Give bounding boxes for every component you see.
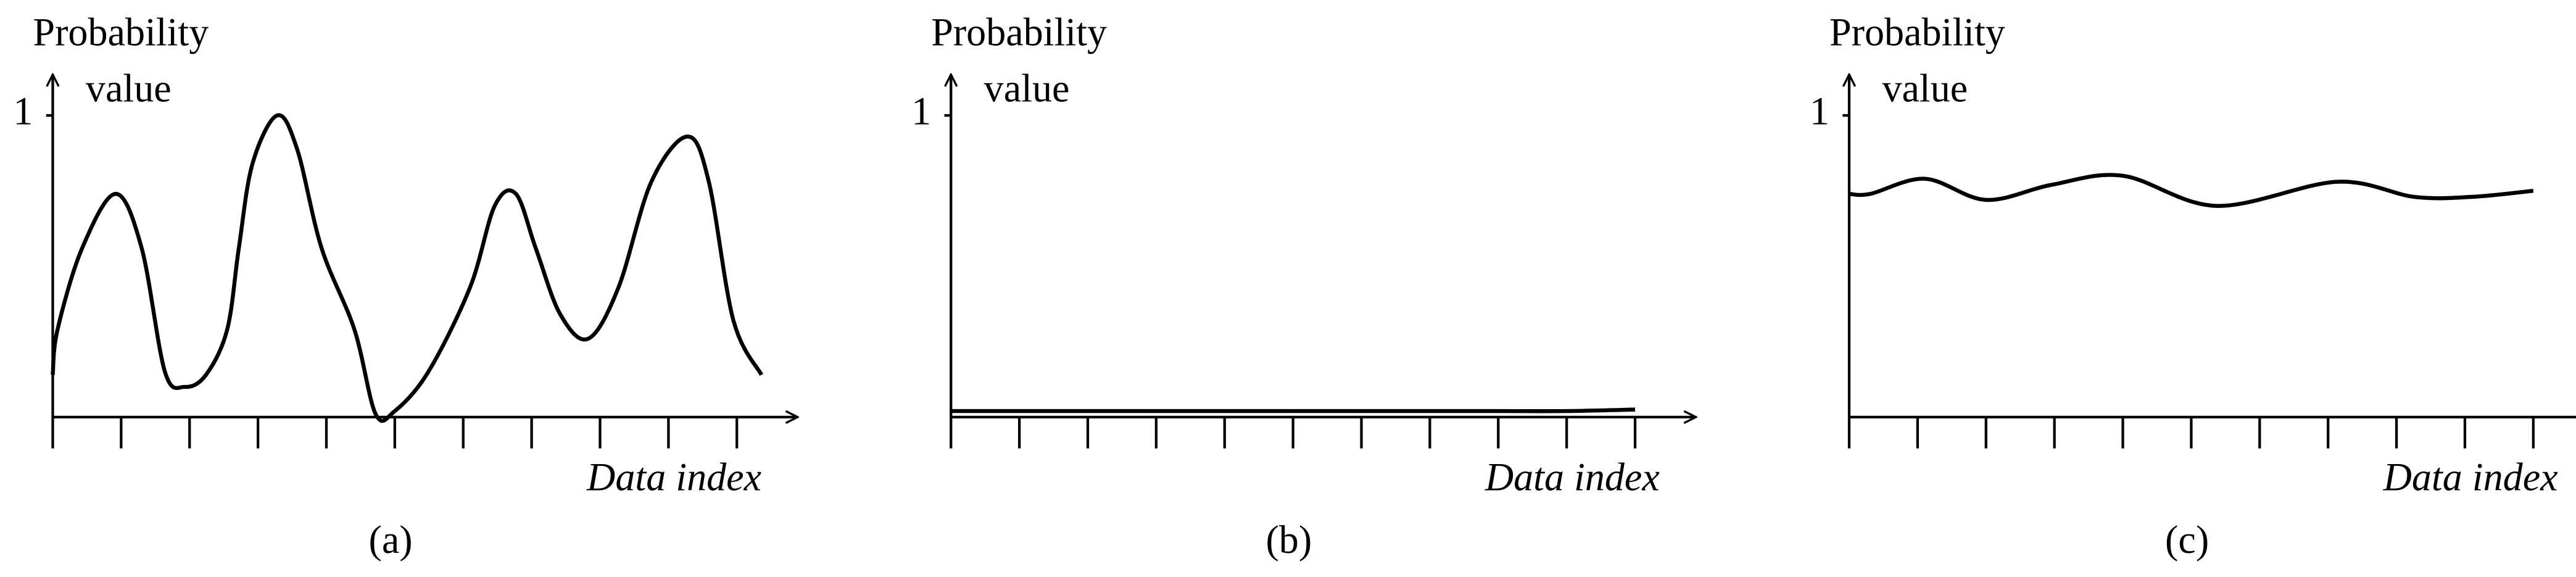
- y-label: value: [984, 66, 1070, 110]
- x-label: Data index: [1485, 455, 1660, 499]
- data-line: [51, 113, 764, 423]
- y-tick-label: 1: [911, 89, 931, 133]
- x-label: Data index: [2383, 455, 2558, 499]
- data-line: [951, 407, 1636, 413]
- panel-label: (c): [2165, 518, 2209, 562]
- panel-label: (a): [368, 518, 412, 562]
- y-tick-label: 1: [13, 89, 33, 133]
- x-label: Data index: [586, 455, 761, 499]
- y-label: Probability: [1829, 10, 2005, 54]
- y-tick-label: 1: [1810, 89, 1829, 133]
- panel-label: (b): [1265, 518, 1312, 562]
- y-label: Probability: [931, 10, 1107, 54]
- y-label: Probability: [33, 10, 209, 54]
- data-line: [1849, 173, 2534, 208]
- y-label: value: [1882, 66, 1968, 110]
- y-label: value: [86, 66, 172, 110]
